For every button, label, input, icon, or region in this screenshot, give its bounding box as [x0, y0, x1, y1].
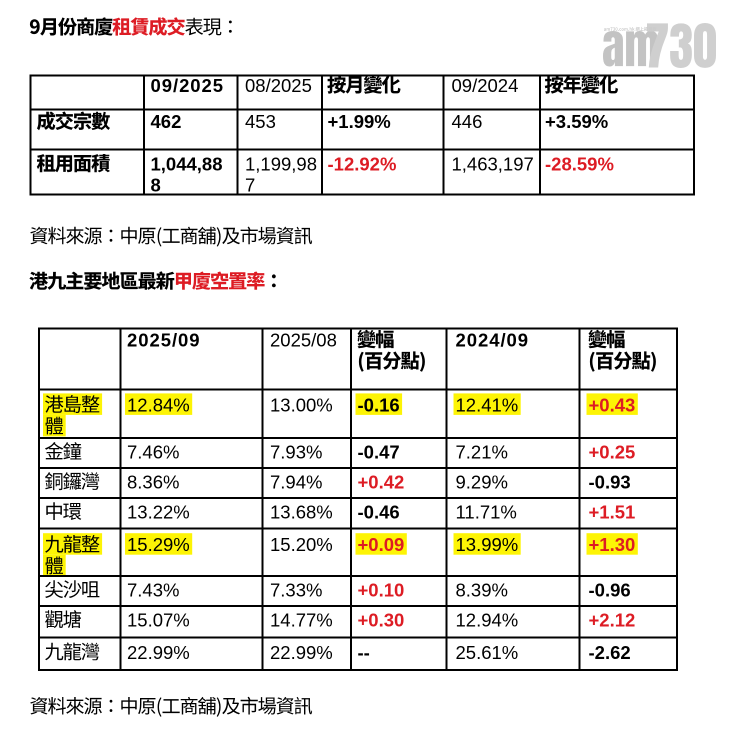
svg-text:+0.25: +0.25 [589, 441, 636, 462]
svg-text:7.33%: 7.33% [270, 579, 322, 600]
svg-text:--: -- [358, 642, 370, 663]
svg-text:7: 7 [245, 174, 255, 195]
svg-text:7.21%: 7.21% [456, 441, 508, 462]
svg-text:2025/08: 2025/08 [270, 329, 337, 350]
svg-text:09/2024: 09/2024 [452, 75, 519, 96]
svg-text:15.20%: 15.20% [270, 534, 333, 555]
svg-text:1,463,197: 1,463,197 [452, 153, 534, 174]
svg-text:8: 8 [151, 174, 161, 195]
svg-text:446: 446 [452, 111, 483, 132]
svg-text:+1.51: +1.51 [589, 502, 636, 523]
svg-text:22.99%: 22.99% [270, 642, 333, 663]
svg-text:22.99%: 22.99% [127, 642, 190, 663]
svg-text:09/2025: 09/2025 [151, 75, 225, 96]
svg-text:7.94%: 7.94% [270, 471, 322, 492]
svg-text:-12.92%: -12.92% [328, 153, 397, 174]
svg-text:+3.59%: +3.59% [545, 111, 608, 132]
svg-text:+1.30: +1.30 [589, 534, 636, 555]
svg-text:13.68%: 13.68% [270, 502, 333, 523]
svg-text:8.39%: 8.39% [456, 579, 508, 600]
svg-text:15.29%: 15.29% [127, 534, 190, 555]
svg-text:+0.42: +0.42 [358, 471, 405, 492]
svg-text:462: 462 [151, 111, 182, 132]
svg-text:+0.30: +0.30 [358, 610, 405, 631]
svg-text:+1.99%: +1.99% [328, 111, 391, 132]
svg-text:13.00%: 13.00% [270, 394, 333, 415]
svg-text:8.36%: 8.36% [127, 471, 179, 492]
svg-text:-0.93: -0.93 [589, 471, 631, 492]
svg-text:13.99%: 13.99% [456, 534, 519, 555]
svg-text:7.43%: 7.43% [127, 579, 179, 600]
svg-text:15.07%: 15.07% [127, 610, 190, 631]
svg-text:14.77%: 14.77% [270, 610, 333, 631]
svg-text:-28.59%: -28.59% [545, 153, 614, 174]
svg-text:453: 453 [245, 111, 276, 132]
svg-text:+0.09: +0.09 [358, 534, 405, 555]
svg-text:-0.96: -0.96 [589, 579, 631, 600]
svg-text:2025/09: 2025/09 [127, 329, 201, 350]
svg-text:12.94%: 12.94% [456, 610, 519, 631]
svg-text:2024/09: 2024/09 [456, 329, 530, 350]
svg-text:+0.10: +0.10 [358, 579, 405, 600]
svg-text:12.84%: 12.84% [127, 394, 190, 415]
svg-text:+0.43: +0.43 [589, 394, 636, 415]
svg-text:-0.47: -0.47 [358, 441, 400, 462]
svg-text:-0.46: -0.46 [358, 502, 400, 523]
svg-text:1,044,88: 1,044,88 [151, 153, 223, 174]
svg-text:25.61%: 25.61% [456, 642, 519, 663]
svg-text:-2.62: -2.62 [589, 642, 631, 663]
svg-text:7.93%: 7.93% [270, 441, 322, 462]
svg-text:08/2025: 08/2025 [245, 75, 312, 96]
svg-text:+2.12: +2.12 [589, 610, 636, 631]
svg-text:-0.16: -0.16 [358, 394, 400, 415]
svg-text:1,199,98: 1,199,98 [245, 153, 317, 174]
svg-text:13.22%: 13.22% [127, 502, 190, 523]
svg-text:12.41%: 12.41% [456, 394, 519, 415]
svg-text:9.29%: 9.29% [456, 471, 508, 492]
svg-text:11.71%: 11.71% [456, 502, 517, 523]
svg-text:7.46%: 7.46% [127, 441, 179, 462]
